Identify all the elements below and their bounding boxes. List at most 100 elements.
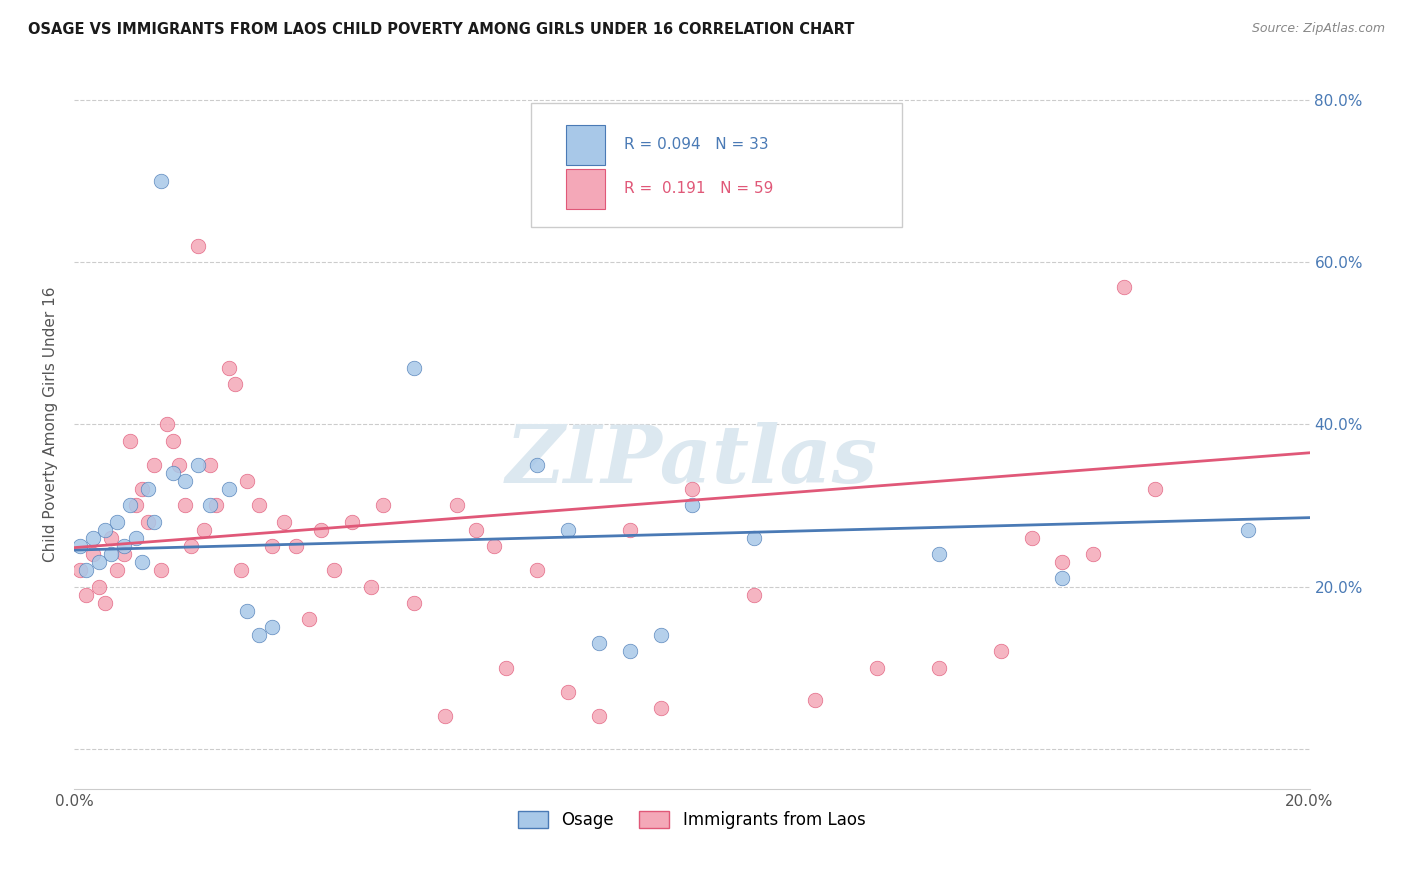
Point	[742, 588, 765, 602]
Point	[804, 693, 827, 707]
Point	[105, 563, 128, 577]
Point	[156, 417, 179, 432]
Point	[162, 434, 184, 448]
Point	[136, 483, 159, 497]
Point	[118, 434, 141, 448]
Point	[402, 360, 425, 375]
Point	[1052, 555, 1074, 569]
Text: Source: ZipAtlas.com: Source: ZipAtlas.com	[1251, 22, 1385, 36]
Point	[75, 588, 97, 602]
Point	[112, 539, 135, 553]
Point	[198, 499, 221, 513]
Point	[309, 523, 332, 537]
Point	[174, 499, 197, 513]
Point	[446, 499, 468, 513]
Point	[180, 539, 202, 553]
Point	[82, 547, 104, 561]
Point	[928, 660, 950, 674]
Point	[526, 563, 548, 577]
Point	[94, 596, 117, 610]
Point	[87, 580, 110, 594]
Point	[1083, 547, 1105, 561]
Point	[1236, 523, 1258, 537]
Point	[236, 474, 259, 488]
Point	[866, 660, 889, 674]
Point	[136, 515, 159, 529]
Point	[198, 458, 221, 472]
Point	[402, 596, 425, 610]
Point	[322, 563, 344, 577]
Text: ZIPatlas: ZIPatlas	[506, 422, 877, 500]
Point	[193, 523, 215, 537]
Point	[224, 376, 246, 391]
Point	[236, 604, 259, 618]
FancyBboxPatch shape	[565, 125, 606, 165]
Point	[619, 644, 641, 658]
Point	[588, 709, 610, 723]
Point	[928, 547, 950, 561]
Point	[588, 636, 610, 650]
Point	[298, 612, 321, 626]
Point	[557, 685, 579, 699]
Point	[619, 523, 641, 537]
Point	[69, 563, 91, 577]
Point	[990, 644, 1012, 658]
FancyBboxPatch shape	[531, 103, 901, 227]
Point	[650, 701, 672, 715]
Point	[187, 458, 209, 472]
Point	[681, 483, 703, 497]
Point	[69, 539, 91, 553]
Point	[125, 499, 148, 513]
Point	[75, 563, 97, 577]
Point	[557, 523, 579, 537]
Point	[340, 515, 363, 529]
Point	[82, 531, 104, 545]
Point	[87, 555, 110, 569]
Point	[482, 539, 505, 553]
Point	[742, 531, 765, 545]
Point	[100, 531, 122, 545]
Point	[149, 563, 172, 577]
Point	[162, 466, 184, 480]
FancyBboxPatch shape	[565, 169, 606, 209]
Point	[118, 499, 141, 513]
Point	[1021, 531, 1043, 545]
Point	[360, 580, 382, 594]
Point	[495, 660, 517, 674]
Point	[131, 483, 153, 497]
Point	[229, 563, 252, 577]
Point	[218, 360, 240, 375]
Point	[218, 483, 240, 497]
Point	[1144, 483, 1167, 497]
Point	[143, 515, 166, 529]
Point	[131, 555, 153, 569]
Point	[105, 515, 128, 529]
Point	[94, 523, 117, 537]
Point	[125, 531, 148, 545]
Point	[260, 620, 283, 634]
Point	[371, 499, 394, 513]
Point	[526, 458, 548, 472]
Point	[1114, 279, 1136, 293]
Point	[205, 499, 228, 513]
Point	[149, 174, 172, 188]
Point	[187, 239, 209, 253]
Point	[285, 539, 308, 553]
Text: OSAGE VS IMMIGRANTS FROM LAOS CHILD POVERTY AMONG GIRLS UNDER 16 CORRELATION CHA: OSAGE VS IMMIGRANTS FROM LAOS CHILD POVE…	[28, 22, 855, 37]
Point	[681, 499, 703, 513]
Legend: Osage, Immigrants from Laos: Osage, Immigrants from Laos	[512, 804, 872, 836]
Point	[260, 539, 283, 553]
Point	[273, 515, 295, 529]
Point	[100, 547, 122, 561]
Text: R = 0.094   N = 33: R = 0.094 N = 33	[624, 137, 769, 153]
Point	[1052, 571, 1074, 585]
Point	[464, 523, 486, 537]
Point	[143, 458, 166, 472]
Point	[433, 709, 456, 723]
Y-axis label: Child Poverty Among Girls Under 16: Child Poverty Among Girls Under 16	[44, 286, 58, 562]
Text: R =  0.191   N = 59: R = 0.191 N = 59	[624, 181, 773, 196]
Point	[112, 547, 135, 561]
Point	[167, 458, 190, 472]
Point	[247, 628, 270, 642]
Point	[247, 499, 270, 513]
